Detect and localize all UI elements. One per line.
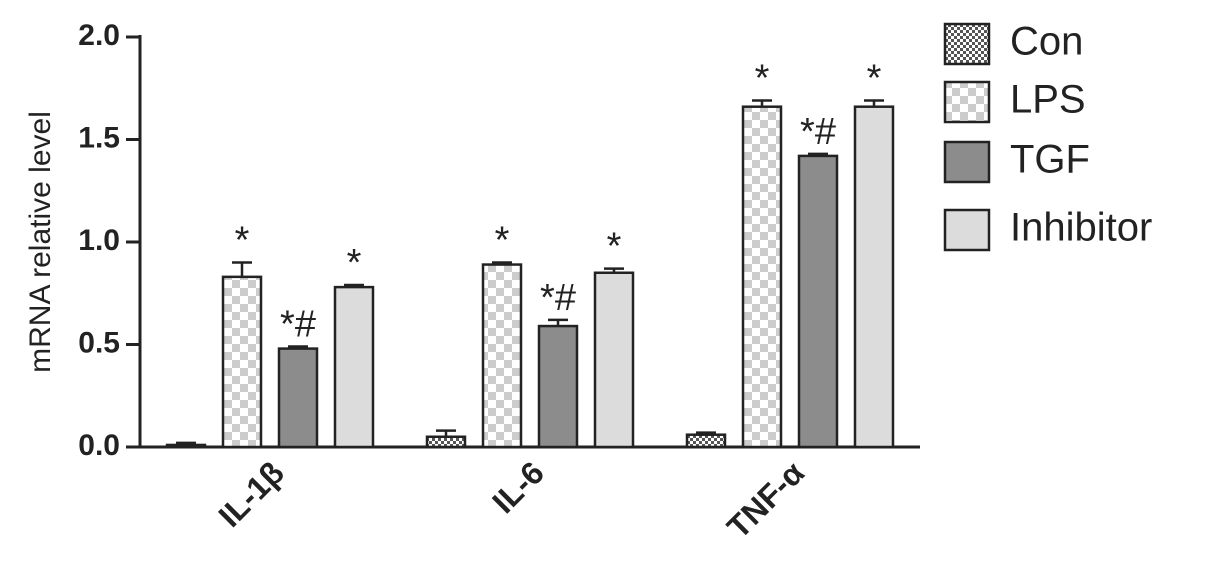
x-tick-label: TNF-α <box>720 454 811 545</box>
bar <box>537 324 579 449</box>
bar <box>425 435 467 449</box>
bar <box>797 154 839 449</box>
annotation: * <box>495 220 510 262</box>
x-tick-label: IL-6 <box>485 454 551 520</box>
annotation: * <box>755 58 770 100</box>
legend-swatch <box>943 22 991 66</box>
bar <box>741 105 783 449</box>
legend-label: Inhibitor <box>1010 206 1152 250</box>
annotation: *# <box>800 111 836 153</box>
bar <box>481 263 523 449</box>
legend-swatch <box>943 140 991 184</box>
legend-swatch <box>943 80 991 124</box>
annotation: * <box>235 220 250 262</box>
bar <box>333 285 375 449</box>
annotation: *# <box>540 277 576 319</box>
bar <box>593 271 635 449</box>
y-tick-label: 1.5 <box>78 121 120 154</box>
bar <box>165 443 207 449</box>
y-tick-label: 2.0 <box>78 19 120 52</box>
annotation: * <box>607 226 622 268</box>
y-axis-label: mRNA relative level <box>24 111 57 373</box>
annotation: *# <box>280 304 316 346</box>
x-tick-label: IL-1β <box>211 454 290 533</box>
legend-label: Con <box>1010 20 1083 64</box>
legend-label: LPS <box>1010 78 1086 122</box>
bar <box>277 347 319 449</box>
annotation: * <box>347 242 362 284</box>
bar <box>685 433 727 449</box>
y-tick-label: 0.5 <box>78 326 120 359</box>
legend-swatch <box>943 208 991 252</box>
y-tick-label: 1.0 <box>78 224 120 257</box>
bar <box>853 105 895 449</box>
annotation: * <box>867 58 882 100</box>
y-tick-label: 0.0 <box>78 429 120 462</box>
bar <box>221 275 263 449</box>
legend-label: TGF <box>1010 138 1090 182</box>
